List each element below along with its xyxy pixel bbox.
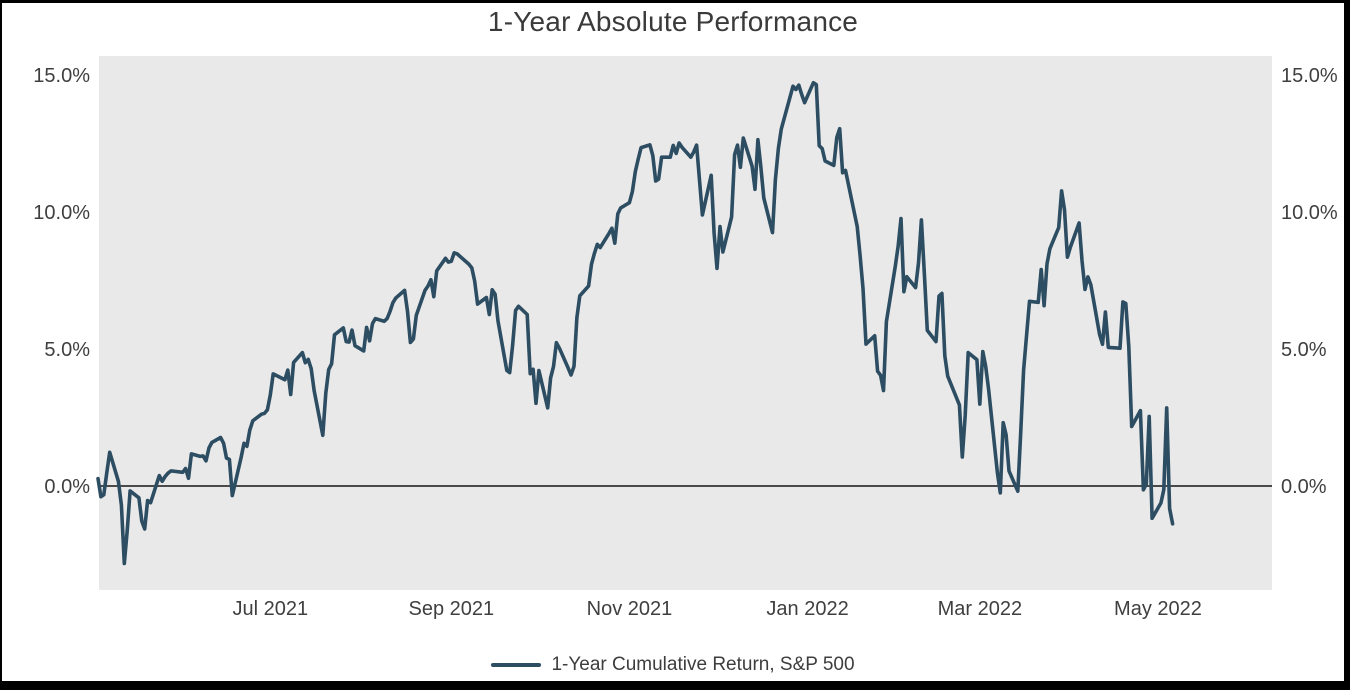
x-axis-label: Mar 2022	[938, 598, 1023, 620]
x-axis-label: May 2022	[1114, 598, 1202, 620]
y-axis-label-left: 10.0%	[33, 202, 90, 224]
y-axis-label-left: 15.0%	[33, 65, 90, 87]
chart-title: 1-Year Absolute Performance	[487, 6, 859, 37]
x-axis-label: Nov 2021	[587, 598, 673, 620]
line-chart: 0.0% 0.0% 5.0% 5.0% 10.0% 10.0% 15.0% 15.0% Jul …	[33, 56, 1338, 620]
plot-area	[99, 56, 1272, 590]
legend: 1-Year Cumulative Return, S&P 500	[2, 654, 1344, 676]
series-line	[96, 80, 1175, 566]
legend-label: 1-Year Cumulative Return, S&P 500	[551, 654, 855, 675]
x-axis-label: Jul 2021	[232, 598, 308, 620]
y-axis-label-right: 0.0%	[1281, 476, 1327, 498]
y-axis-label-left: 0.0%	[44, 476, 90, 498]
x-axis-label: Jan 2022	[766, 598, 848, 620]
y-axis-label-right: 15.0%	[1281, 65, 1338, 87]
series-line-swatch-icon	[491, 663, 542, 667]
x-axis-label: Sep 2021	[408, 598, 494, 620]
y-axis-label-right: 5.0%	[1281, 339, 1327, 361]
y-axis-label-right: 10.0%	[1281, 202, 1338, 224]
y-axis-label-left: 5.0%	[44, 339, 90, 361]
